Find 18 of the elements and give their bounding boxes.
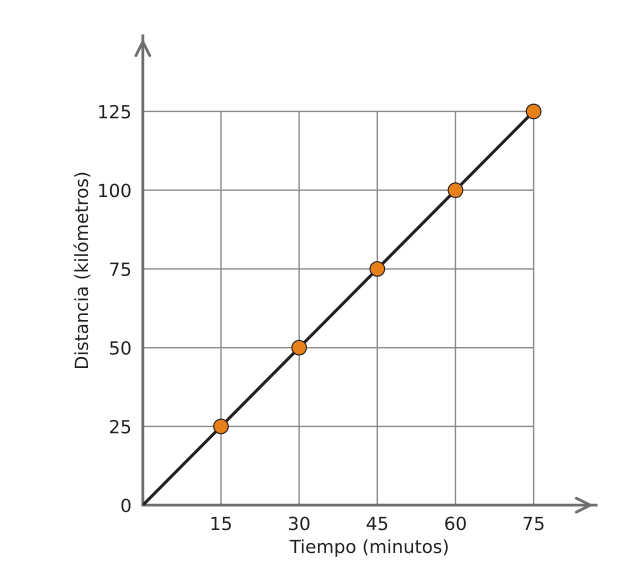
point: [291, 340, 307, 356]
x-tick-label: 45: [366, 516, 388, 530]
x-axis-title: Tiempo (minutos): [290, 539, 448, 557]
x-tick-label: 60: [445, 516, 466, 530]
point: [369, 261, 386, 277]
y-tick-label: 25: [110, 420, 130, 434]
x-tick-label: 75: [524, 516, 544, 530]
point: [448, 182, 464, 198]
y-tick-label: 100: [99, 184, 131, 198]
y-axis-title: Distancia (kilómetros): [74, 172, 90, 368]
point: [526, 104, 542, 120]
y-tick-label: 75: [110, 262, 130, 276]
point: [213, 418, 229, 434]
y-tick-label: 50: [110, 341, 131, 355]
y-tick-label: 0: [121, 498, 131, 512]
x-tick-label: 30: [289, 516, 310, 530]
x-tick-label: 15: [211, 516, 231, 530]
y-tick-label: 125: [99, 104, 130, 119]
